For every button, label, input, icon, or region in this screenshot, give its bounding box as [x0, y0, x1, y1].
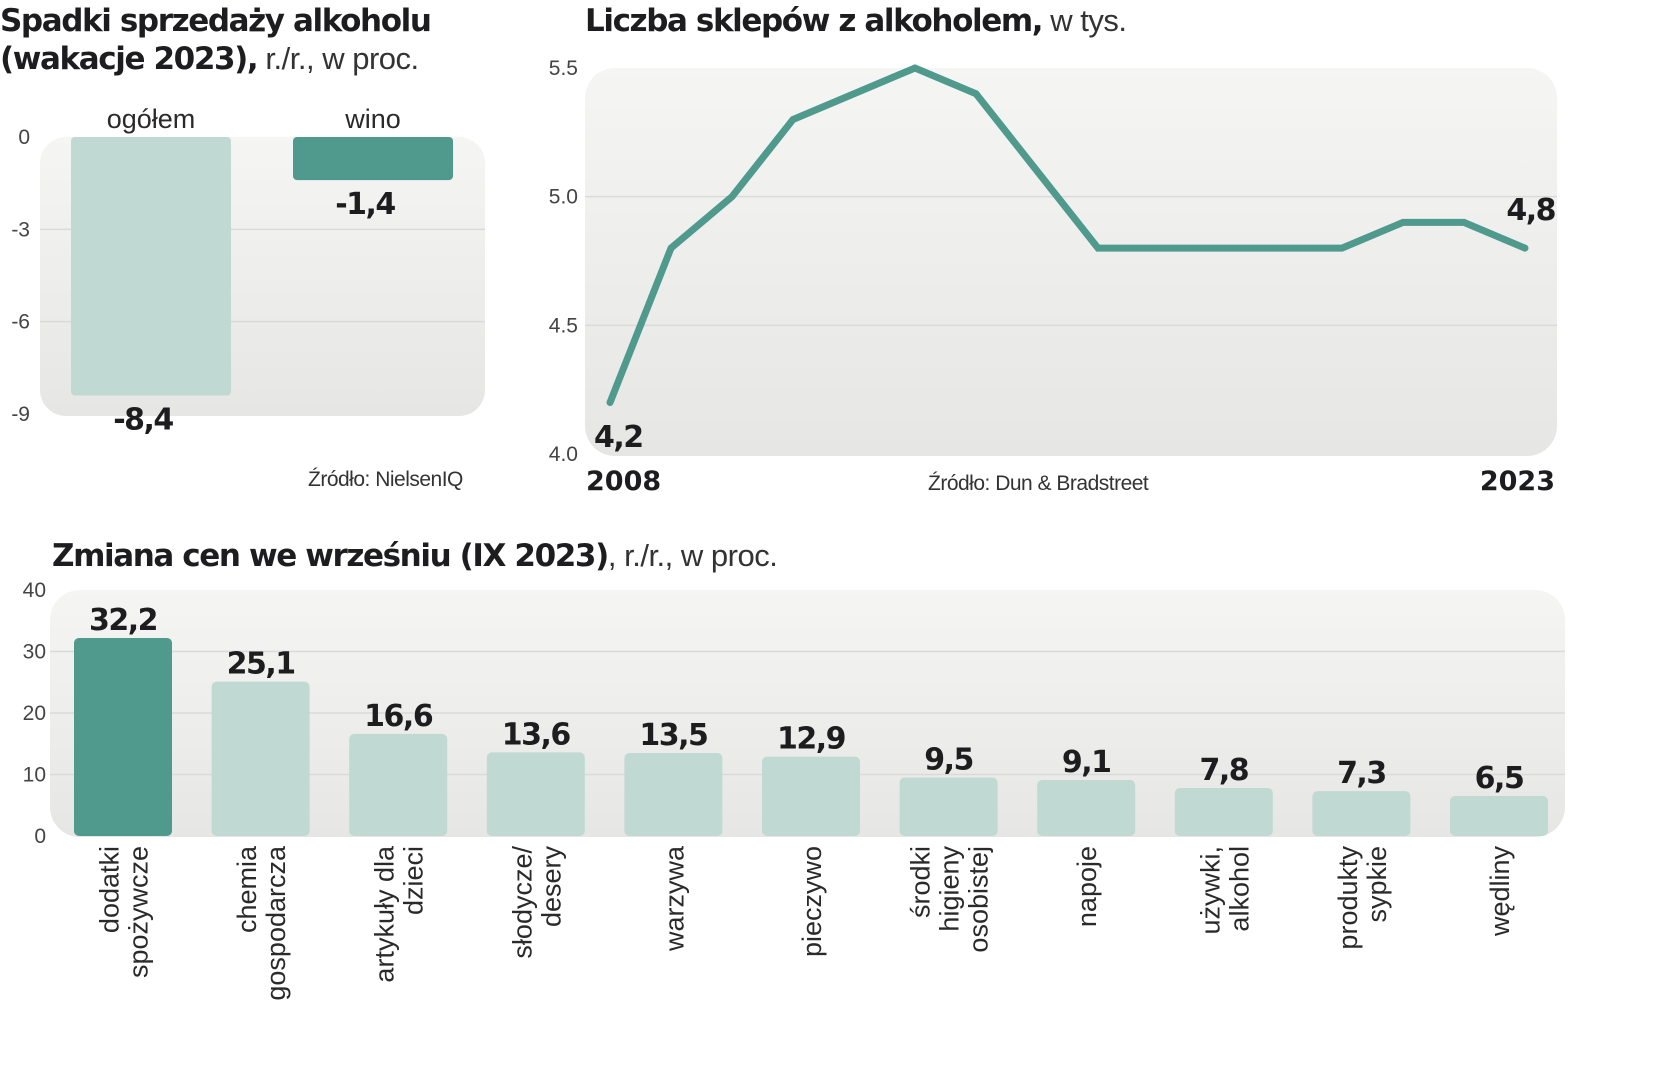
y-tick-label: 5.0: [549, 186, 578, 209]
category-label: środki higieny osobistej: [906, 846, 994, 953]
x-tick-label-start: 2008: [586, 466, 661, 497]
category-label: pieczywo: [797, 846, 827, 957]
bar: [349, 733, 448, 836]
category-label-line: dodatki: [95, 846, 125, 933]
price-change-chart: 40 30 20 10 0 32,2 25,1 16,6 13,6 13,5 12,9 9,5 9,1…: [23, 579, 1565, 1001]
category-label: artykuły dla dzieci: [370, 845, 429, 983]
category-label-line: higieny: [935, 846, 965, 932]
y-tick-label: 4.5: [549, 314, 578, 337]
category-label-line: alkohol: [1224, 846, 1254, 932]
y-tick-label: -9: [11, 403, 30, 426]
category-label-line: wędliny: [1485, 846, 1515, 938]
category-label: chemia gospodarcza: [232, 845, 291, 1001]
category-label-line: gospodarcza: [261, 845, 291, 1001]
value-label: 25,1: [227, 647, 295, 682]
bar: [293, 137, 453, 181]
category-label-line: spożywcze: [124, 846, 154, 978]
y-tick-label: 10: [23, 764, 46, 787]
bar: [1174, 788, 1273, 836]
sales-decline-title: Spadki sprzedaży alkoholu (wakacje 2023)…: [0, 2, 432, 78]
y-tick-label: -6: [11, 311, 30, 334]
category-label: ogółem: [107, 104, 196, 134]
bar: [1312, 791, 1411, 836]
bar: [74, 637, 172, 836]
category-label: używki, alkohol: [1195, 846, 1254, 935]
store-count-title-unit: w tys.: [1042, 3, 1127, 38]
category-label: dodatki spożywcze: [95, 846, 154, 978]
sales-decline-chart: 0 -3 -6 -9 ogółem wino -8,4 -1,4: [11, 104, 485, 438]
value-label: 13,5: [639, 718, 707, 753]
y-tick-label: 30: [23, 641, 46, 664]
y-tick-label: 40: [23, 579, 46, 602]
category-label-line: desery: [536, 846, 566, 928]
category-label: słodycze/desery: [507, 846, 566, 959]
bar: [211, 681, 310, 836]
value-label: 9,1: [1062, 745, 1111, 780]
value-label: 13,6: [502, 717, 571, 752]
value-label: 16,6: [364, 699, 433, 734]
category-label-line: używki,: [1195, 846, 1225, 935]
value-label: 32,2: [89, 603, 157, 638]
store-count-start-label: 4,2: [594, 420, 643, 455]
sales-decline-title-unit: r./r., w proc.: [257, 41, 419, 76]
category-label-line: artykuły dla: [370, 845, 400, 983]
category-label: warzywa: [659, 845, 689, 952]
value-label: 7,8: [1199, 753, 1248, 788]
store-count-title: Liczba sklepów z alkoholem, w tys.: [585, 2, 1127, 40]
bar: [1450, 796, 1548, 836]
value-label: -1,4: [335, 187, 395, 222]
y-tick-label: -3: [11, 218, 30, 241]
category-label-line: słodycze/: [507, 846, 537, 959]
category-label-line: produkty: [1333, 846, 1363, 950]
category-label: produkty sypkie: [1333, 846, 1392, 950]
y-tick-label: 0: [18, 126, 30, 149]
bar: [762, 756, 860, 836]
store-count-chart: 5.5 5.0 4.5 4.0 4,2 4,8 2008 2023: [549, 57, 1557, 497]
category-label-line: osobistej: [964, 846, 994, 953]
value-label: 9,5: [924, 743, 973, 778]
y-tick-label: 4.0: [549, 443, 578, 466]
value-label: -8,4: [113, 403, 173, 438]
bar: [624, 752, 723, 836]
sales-decline-title-line1: Spadki sprzedaży alkoholu: [0, 3, 432, 39]
category-label: napoje: [1072, 846, 1102, 927]
value-label: 6,5: [1475, 761, 1524, 796]
bar: [71, 137, 231, 396]
category-label-line: pieczywo: [797, 846, 827, 957]
store-count-title-bold: Liczba sklepów z alkoholem,: [585, 3, 1044, 39]
price-change-title: Zmiana cen we wrześniu (IX 2023), r./r.,…: [52, 537, 778, 575]
price-change-title-bold: Zmiana cen we wrześniu (IX 2023): [52, 538, 609, 574]
y-tick-label: 20: [23, 702, 46, 725]
bar: [899, 777, 998, 836]
sales-decline-title-line2: (wakacje 2023),: [0, 41, 259, 77]
category-label-line: środki: [906, 846, 936, 918]
category-label: wędliny: [1485, 846, 1515, 938]
category-label-line: chemia: [232, 845, 262, 933]
y-tick-label: 0: [34, 825, 46, 848]
bar: [486, 752, 585, 836]
sales-decline-source: Źródło: NielsenIQ: [308, 468, 463, 491]
store-count-panel: [585, 68, 1557, 456]
category-label-line: napoje: [1072, 846, 1102, 927]
store-count-end-label: 4,8: [1506, 193, 1555, 228]
category-label-line: warzywa: [659, 845, 689, 952]
store-count-line: [606, 64, 1529, 407]
store-count-source: Źródło: Dun & Bradstreet: [928, 472, 1149, 495]
value-label: 12,9: [777, 722, 845, 757]
category-label-line: sypkie: [1362, 846, 1392, 923]
x-tick-label-end: 2023: [1480, 466, 1555, 497]
bar: [1037, 780, 1136, 836]
price-change-title-unit: , r./r., w proc.: [607, 538, 778, 573]
category-label-line: dzieci: [399, 846, 429, 915]
y-tick-label: 5.5: [549, 57, 578, 80]
category-label: wino: [344, 104, 401, 134]
value-label: 7,3: [1337, 756, 1386, 791]
